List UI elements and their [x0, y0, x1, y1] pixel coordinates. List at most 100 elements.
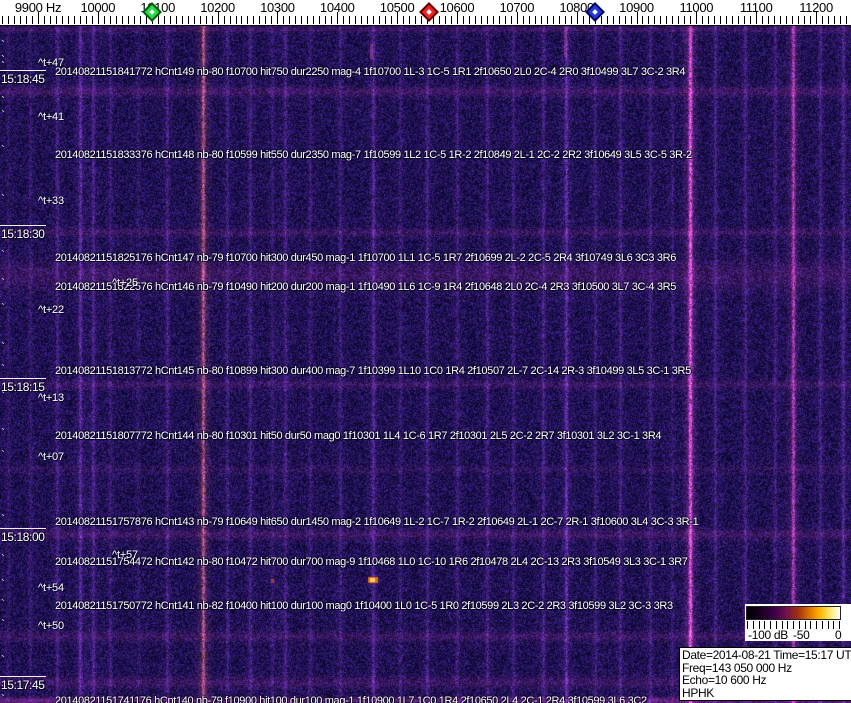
ruler-label: 10300	[260, 0, 295, 15]
ruler-tick	[175, 16, 177, 24]
ruler-tick	[139, 16, 141, 24]
ruler-tick	[61, 16, 63, 24]
ruler-tick	[331, 16, 333, 24]
ruler-tick	[732, 16, 734, 24]
time-offset-marker: ^t+25	[112, 277, 138, 289]
info-echo: Echo=10 600 Hz	[682, 673, 767, 687]
ruler-tick	[480, 16, 482, 24]
ruler-tick	[355, 16, 357, 24]
ruler-tick	[379, 16, 381, 24]
ruler-tick	[750, 16, 752, 24]
ruler-tick	[822, 16, 824, 24]
ruler-tick	[738, 16, 740, 24]
ruler-tick	[558, 16, 560, 24]
colorbar-tick	[798, 621, 800, 629]
edge-mark: `	[1, 692, 5, 703]
ruler-tick	[421, 16, 423, 24]
ruler-tick	[403, 16, 405, 24]
ruler-tick	[295, 16, 297, 24]
detection-line: 20140821151813772 hCnt145 nb-80 f10899 h…	[55, 365, 691, 377]
colorbar-label-min: -100 dB	[748, 628, 788, 642]
ruler-tick	[271, 16, 273, 24]
ruler-tick	[672, 16, 674, 24]
ruler-tick	[301, 16, 303, 24]
time-offset-marker: ^t+57	[112, 549, 138, 561]
ruler-tick	[498, 16, 500, 24]
detection-line: 20140821151807772 hCnt144 nb-80 f10301 h…	[55, 430, 662, 442]
ruler-tick	[433, 16, 434, 24]
detection-line: 20140821151741176 hCnt140 nb-79 f10900 h…	[55, 695, 647, 703]
ruler-label: 9900 Hz	[14, 0, 62, 15]
time-axis-tick	[0, 528, 46, 529]
edge-mark: `	[1, 340, 5, 354]
ruler-tick	[606, 16, 608, 24]
colorbar-tick	[758, 621, 760, 629]
ruler-tick	[636, 12, 638, 24]
edge-mark: `	[1, 426, 5, 440]
colorbar-tick	[781, 621, 783, 629]
ruler-tick	[109, 16, 111, 24]
time-label: 15:18:15	[1, 380, 45, 394]
ruler-tick	[289, 16, 291, 24]
ruler-tick	[373, 16, 375, 24]
ruler-tick	[313, 16, 315, 24]
ruler-tick	[726, 16, 728, 24]
ruler-tick	[163, 16, 165, 24]
edge-mark: `	[1, 512, 5, 526]
ruler-tick	[283, 16, 285, 24]
info-frequency: Freq=143 050 000 Hz	[682, 660, 792, 675]
colorbar-gradient	[746, 606, 841, 620]
ruler-tick	[343, 16, 345, 24]
edge-mark: `	[1, 192, 5, 206]
ruler-tick	[762, 16, 764, 24]
ruler-tick	[510, 16, 512, 24]
ruler-tick	[349, 16, 351, 24]
ruler-tick	[516, 12, 518, 24]
ruler-label: 10200	[200, 0, 235, 15]
ruler-tick	[277, 12, 279, 24]
detection-line: 20140821151750772 hCnt141 nb-82 f10400 h…	[55, 600, 673, 612]
ruler-tick	[702, 16, 704, 24]
ruler-tick	[528, 16, 530, 24]
ruler-tick	[684, 16, 686, 24]
ruler-tick	[235, 16, 237, 24]
ruler-tick	[654, 16, 656, 24]
edge-mark: `	[1, 537, 5, 551]
ruler-label: 10500	[379, 0, 415, 15]
ruler-tick	[157, 12, 159, 24]
ruler-tick	[456, 12, 458, 24]
edge-mark: `	[1, 617, 5, 631]
ruler-tick	[486, 16, 488, 24]
colorbar-label-mid: -50	[793, 628, 810, 642]
ruler-tick	[450, 16, 452, 24]
ruler-tick	[409, 16, 411, 24]
ruler-tick	[307, 16, 309, 24]
ruler-tick	[816, 12, 818, 24]
ruler-tick	[319, 16, 321, 24]
edge-mark: `	[1, 276, 5, 290]
ruler-tick	[43, 16, 45, 24]
time-offset-marker: ^t+54	[38, 582, 64, 594]
spectrogram-canvas	[0, 25, 851, 703]
ruler-tick	[253, 16, 255, 24]
time-axis-tick	[0, 676, 46, 677]
ruler-tick	[588, 16, 590, 24]
colorbar-tick	[770, 621, 771, 629]
colorbar-tick	[747, 621, 748, 629]
detection-line: 20140821151833376 hCnt148 nb-80 f10599 h…	[55, 149, 692, 161]
ruler-tick	[744, 16, 746, 24]
ruler-tick	[810, 16, 812, 24]
colorbar-tick	[752, 621, 754, 629]
ruler-tick	[91, 16, 93, 24]
time-label: 15:18:30	[1, 227, 45, 241]
edge-mark: `	[1, 552, 5, 566]
ruler-tick	[103, 16, 105, 24]
ruler-tick	[181, 16, 183, 24]
ruler-tick	[259, 16, 261, 24]
info-callsign: HPHK	[682, 685, 714, 700]
ruler-tick	[774, 16, 776, 24]
ruler-label: 10600	[439, 0, 475, 15]
ruler-tick	[600, 16, 602, 24]
ruler-tick	[845, 16, 847, 24]
ruler-tick	[115, 16, 117, 24]
